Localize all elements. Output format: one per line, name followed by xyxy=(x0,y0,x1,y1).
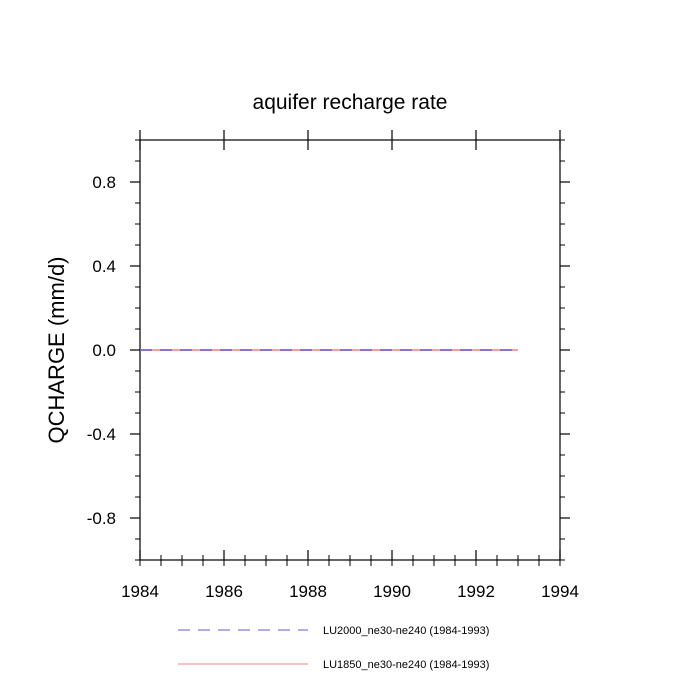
y-tick-label: -0.8 xyxy=(87,509,116,528)
x-tick-label: 1988 xyxy=(289,582,327,601)
tick-labels: 1984 1986 1988 1990 1992 1994 0.8 0.4 0.0 -0.4 -0.… xyxy=(87,173,579,601)
y-tick-label: 0.4 xyxy=(92,257,116,276)
x-tick-label: 1992 xyxy=(457,582,495,601)
axis-ticks xyxy=(130,130,570,566)
x-tick-label: 1990 xyxy=(373,582,411,601)
legend-label-2: LU1850_ne30-ne240 (1984-1993) xyxy=(323,659,489,671)
x-tick-label: 1984 xyxy=(121,582,159,601)
x-tick-label: 1986 xyxy=(205,582,243,601)
x-tick-label: 1994 xyxy=(541,582,579,601)
y-tick-label: 0.8 xyxy=(92,173,116,192)
y-axis-label: QCHARGE (mm/d) xyxy=(44,257,69,444)
y-tick-label: -0.4 xyxy=(87,425,116,444)
chart-title: aquifer recharge rate xyxy=(253,91,448,114)
legend-label-1: LU2000_ne30-ne240 (1984-1993) xyxy=(323,625,489,637)
legend: LU2000_ne30-ne240 (1984-1993) LU1850_ne30… xyxy=(178,625,489,671)
y-tick-label: 0.0 xyxy=(92,341,116,360)
